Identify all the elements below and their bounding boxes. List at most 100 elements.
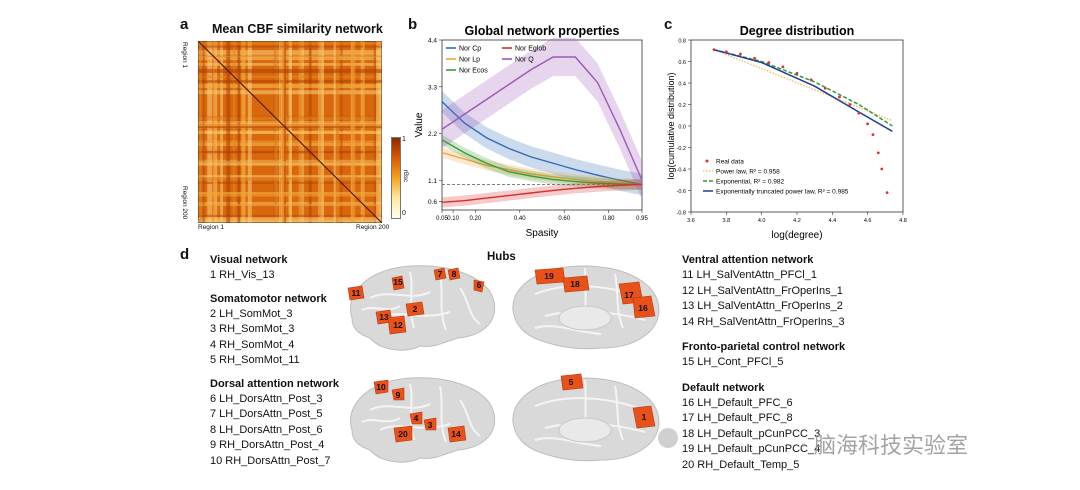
chart-c-ytick-label: 0.2 <box>678 103 686 109</box>
network-title: Somatomotor network <box>210 292 327 305</box>
global-network-properties-chart: Global network properties 0.6 1.1 2.2 3.3 4.4… <box>414 24 648 239</box>
chart-c-xtick-label: 4.8 <box>899 218 907 224</box>
chart-c-ytick-label: -0.2 <box>677 146 686 152</box>
chart-c-data-point <box>724 50 728 54</box>
chart-c-ytick-label: 0.8 <box>678 39 686 45</box>
matrix-band <box>333 41 336 223</box>
chart-c-data-point <box>880 167 884 171</box>
hub-number-label: 3 <box>428 420 433 430</box>
hub-region <box>423 417 437 431</box>
brain-gyrus <box>614 273 624 329</box>
hubs-label: Hubs <box>487 251 516 263</box>
hub-region <box>560 373 584 391</box>
network-hub-item: 9 RH_DorsAttn_Post_4 <box>210 439 325 451</box>
network-hub-item: 12 LH_SalVentAttn_FrOperIns_1 <box>682 284 843 297</box>
panel-a-title: Mean CBF similarity network <box>212 22 383 36</box>
chart-c-data-point <box>866 122 870 126</box>
chart-c-data-point <box>781 65 785 69</box>
brain-lh-lateral: 15 7 8 6 11 2 13 12 <box>347 265 496 351</box>
chart-c-data-point <box>712 48 716 52</box>
chart-c-fit-line <box>713 48 893 122</box>
chart-b-series-line <box>441 151 643 186</box>
similarity-matrix <box>198 41 382 223</box>
network-title: Fronto-parietal control network <box>682 341 846 353</box>
hub-number-label: 14 <box>451 429 461 439</box>
brain-rh-lateral: 10 9 43 20 14 <box>350 377 496 463</box>
matrix-band <box>376 41 381 223</box>
hub-number-label: 11 <box>352 288 361 298</box>
chart-c-data-point <box>857 111 861 115</box>
chart-c-ytick-label: -0.6 <box>677 189 686 195</box>
network-hub-item: 6 LH_DorsAttn_Post_3 <box>210 392 323 405</box>
chart-b-title: Global network properties <box>465 24 620 38</box>
chart-b-ytick-label: 3.3 <box>428 84 437 91</box>
hub-region <box>473 279 485 293</box>
chart-c-legend-label: Exponentially truncated power law, R² = … <box>716 189 849 196</box>
network-hub-item: 11 LH_SalVentAttn_PFCl_1 <box>682 269 817 281</box>
matrix-band <box>241 41 246 223</box>
chart-c-data-point <box>767 61 771 64</box>
colorbar-min: 0 <box>402 210 406 217</box>
degree-distribution-chart: Degree distribution 0.8 0.6 0.4 0.2 0.0 -0.2 -0… <box>666 24 907 241</box>
matrix-band <box>198 42 382 45</box>
matrix-band <box>281 41 287 223</box>
brain-lh-medial: 19 18 17 16 <box>512 265 660 350</box>
chart-b-xtick-label: 0.80 <box>603 216 615 222</box>
chart-b-xlabel: Spasity <box>526 228 559 239</box>
chart-b-legend-label: Nor Q <box>515 57 534 64</box>
chart-c-legend-swatch <box>705 159 709 163</box>
matrix-band <box>198 45 382 48</box>
panel-d-label: d <box>180 246 190 263</box>
hub-region <box>373 379 389 395</box>
chart-c-xtick-label: 4.2 <box>793 218 801 224</box>
network-hub-item: 16 LH_Default_PFC_6 <box>682 396 793 409</box>
hub-region <box>393 425 413 443</box>
network-hub-item: 17 LH_Default_PFC_8 <box>682 412 793 424</box>
brain-gyrus <box>361 417 401 423</box>
hub-region <box>409 411 423 425</box>
network-title: Visual network <box>210 254 288 266</box>
network-hub-item: 20 RH_Default_Temp_5 <box>682 458 800 471</box>
matrix-band <box>319 41 324 223</box>
network-hub-item: 19 LH_Default_pCunPCC_4 <box>682 443 821 455</box>
matrix-region-top-label: Region 1 <box>181 42 188 69</box>
brain-gyrus <box>614 385 624 441</box>
matrix-diagonal <box>198 41 382 223</box>
hub-region <box>433 267 447 281</box>
chart-b-ytick-label: 1.1 <box>428 178 437 185</box>
hub-number-label: 2 <box>413 304 418 314</box>
chart-c-fit-line <box>713 48 893 133</box>
chart-b-band <box>442 91 642 196</box>
chart-c-ytick-label: -0.4 <box>677 168 686 174</box>
matrix-band <box>199 41 202 223</box>
chart-b-ytick-label: 2.2 <box>428 131 437 138</box>
chart-c-data-point <box>739 52 742 56</box>
chart-b-series-line <box>441 56 643 181</box>
chart-c-ytick-label: 0.4 <box>678 82 686 88</box>
matrix-band <box>198 204 382 207</box>
brain-gyrus <box>534 325 602 335</box>
chart-c-xtick-label: 4.4 <box>829 218 837 224</box>
hub-region <box>347 285 365 301</box>
matrix-band <box>198 124 382 129</box>
hub-number-label: 15 <box>393 277 403 287</box>
matrix-band <box>213 41 215 223</box>
hub-region <box>391 387 405 401</box>
chart-b-xtick-label: 0.95 <box>636 216 648 222</box>
network-hub-item: 14 RH_SalVentAttn_FrOperIns_3 <box>682 315 845 328</box>
chart-b-series-line <box>441 139 643 186</box>
hub-region <box>562 275 590 293</box>
matrix-band <box>198 217 382 222</box>
network-hub-item: 8 LH_DorsAttn_Post_6 <box>210 423 323 436</box>
chart-c-title: Degree distribution <box>740 24 855 38</box>
chart-b-ylabel: Value <box>414 112 425 137</box>
chart-b-ytick-label: 0.6 <box>428 199 437 206</box>
matrix-band <box>202 41 205 223</box>
matrix-x-right-label: Region 200 <box>356 224 390 231</box>
matrix-band <box>198 192 382 197</box>
brain-rh-medial: 51 <box>512 373 660 462</box>
chart-b-band <box>442 37 642 200</box>
matrix-band <box>362 41 365 223</box>
panel-c-label: c <box>664 16 673 33</box>
network-hub-item: 4 RH_SomMot_4 <box>210 338 295 351</box>
